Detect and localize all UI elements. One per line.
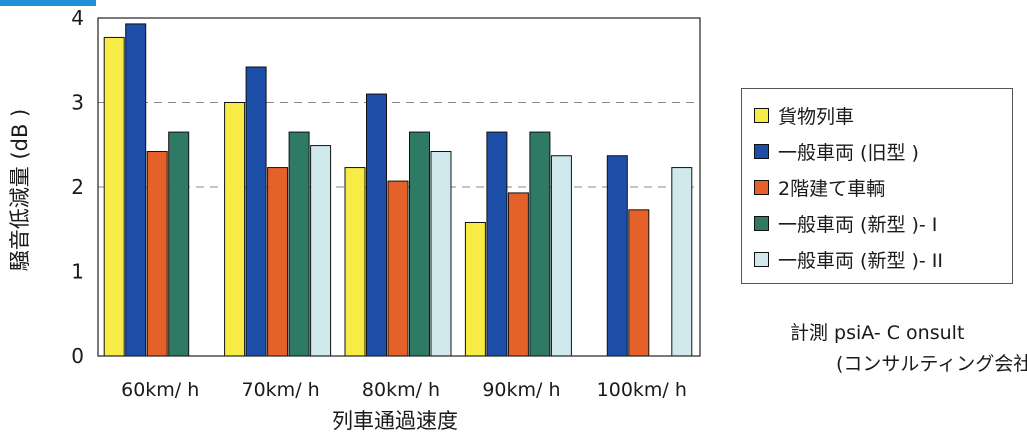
x-axis-label: 列車通過速度 — [332, 409, 458, 433]
legend-label: 2階建て車輌 — [778, 177, 886, 200]
legend-swatch — [754, 215, 769, 231]
x-tick-labels: 60km/ h 70km/ h 80km/ h 90km/ h 100km/ h — [121, 379, 687, 401]
legend-swatch — [754, 143, 769, 159]
bar — [310, 145, 332, 357]
bar — [671, 167, 693, 357]
legend-swatch — [754, 107, 769, 123]
x-tick-label: 70km/ h — [242, 379, 320, 401]
y-tick-label: 2 — [71, 175, 84, 199]
bar — [344, 167, 366, 357]
legend-item: 一般車両 (旧型 ) — [754, 133, 1012, 169]
x-tick-label: 90km/ h — [482, 379, 560, 401]
bar — [146, 151, 168, 357]
bar — [224, 102, 246, 357]
bar — [125, 23, 147, 357]
corner-tab — [0, 0, 96, 6]
bars — [103, 23, 693, 357]
credit-note: 計測 psiA- C onsult (コンサルティング会社 ) — [790, 318, 1027, 380]
legend-item: 一般車両 (新型 )- I — [754, 205, 1012, 241]
bar — [267, 167, 289, 357]
legend-label: 貨物列車 — [778, 105, 855, 128]
legend: 貨物列車一般車両 (旧型 ) 2階建て車輌一般車両 (新型 )- I 一般車両 (新… — [741, 88, 1013, 284]
legend-label: 一般車両 (新型 )- II — [778, 249, 944, 272]
bar — [168, 131, 190, 357]
y-tick-labels: 0 1 2 3 4 — [71, 6, 84, 368]
legend-swatch — [754, 179, 769, 195]
x-tick-label: 100km/ h — [597, 379, 687, 401]
legend-item: 一般車両 (新型 )- II — [754, 241, 1012, 277]
legend-label: 一般車両 (旧型 ) — [778, 141, 919, 164]
bar — [409, 131, 430, 357]
credit-line-1: 計測 psiA- C onsult — [790, 322, 965, 344]
y-tick-label: 4 — [71, 6, 84, 30]
legend-swatch — [754, 251, 769, 267]
bar — [430, 151, 452, 357]
bar — [288, 131, 310, 357]
bar — [529, 131, 551, 357]
legend-label: 一般車両 (新型 )- I — [778, 213, 938, 236]
bar — [366, 93, 387, 357]
y-tick-label: 0 — [71, 344, 84, 368]
bar — [245, 66, 267, 357]
y-tick-label: 3 — [71, 91, 84, 115]
bar — [464, 221, 486, 357]
x-tick-label: 60km/ h — [121, 379, 199, 401]
legend-item: 貨物列車 — [754, 97, 1012, 133]
credit-line-2: (コンサルティング会社 ) — [836, 353, 1027, 375]
y-axis-label: 騒音低減量 (dB ) — [8, 109, 32, 271]
bar — [486, 131, 508, 357]
bar — [103, 36, 125, 357]
bar — [507, 192, 529, 357]
bar — [550, 155, 572, 357]
y-tick-label: 1 — [71, 260, 84, 284]
x-tick-label: 80km/ h — [362, 379, 440, 401]
bar — [387, 180, 409, 357]
legend-item: 2階建て車輌 — [754, 169, 1012, 205]
plot-frame — [97, 17, 701, 357]
bar — [628, 209, 650, 357]
bar — [606, 155, 628, 357]
